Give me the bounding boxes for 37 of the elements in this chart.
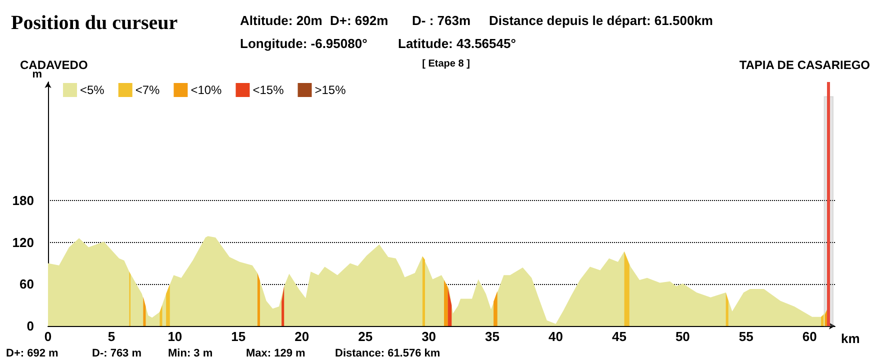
chart-title: Position du curseur: [11, 12, 178, 34]
x-tick-label: 5: [108, 329, 116, 344]
legend-label: <7%: [135, 83, 160, 97]
text: Longitude: -6.95080°: [240, 36, 368, 51]
x-tick-label: 40: [548, 329, 563, 344]
x-axis-title: km: [841, 331, 860, 346]
text: D+: 692m: [330, 13, 388, 28]
y-tick-label: 180: [12, 193, 34, 208]
text: D- : 763m: [412, 13, 471, 28]
legend-label: <10%: [190, 83, 222, 97]
legend-label: <15%: [252, 83, 284, 97]
x-tick-label: 45: [612, 329, 626, 344]
x-tick-label: 10: [168, 329, 182, 344]
text: D-: 763 m: [92, 348, 142, 360]
text: Max: 129 m: [246, 348, 306, 360]
x-tick-label: 20: [294, 329, 310, 344]
x-tick-label: 50: [675, 329, 690, 344]
x-tick-label: 25: [358, 329, 373, 344]
text: TAPIA DE CASARIEGO: [739, 58, 870, 72]
y-tick-label: 60: [20, 276, 34, 292]
legend-label: >15%: [314, 83, 346, 97]
text: Min: 3 m: [168, 348, 213, 360]
x-tick-label: 55: [738, 329, 754, 344]
x-tick-label: 35: [485, 329, 500, 344]
x-tick-label: 0: [44, 329, 52, 344]
y-tick-label: 120: [12, 234, 34, 250]
text: Altitude: 20m: [240, 13, 322, 28]
legend-label: <5%: [80, 83, 105, 97]
y-tick-label: 0: [26, 318, 34, 334]
x-tick-label: 60: [802, 329, 817, 344]
text: Distance depuis le départ: 61.500km: [489, 13, 713, 28]
text: Latitude: 43.56545°: [398, 36, 516, 51]
text: D+: 692 m: [6, 348, 58, 360]
text: Distance: 61.576 km: [335, 348, 440, 360]
x-tick-label: 30: [422, 329, 436, 344]
text: [ Etape 8 ]: [422, 58, 470, 70]
x-tick-label: 15: [231, 329, 246, 344]
